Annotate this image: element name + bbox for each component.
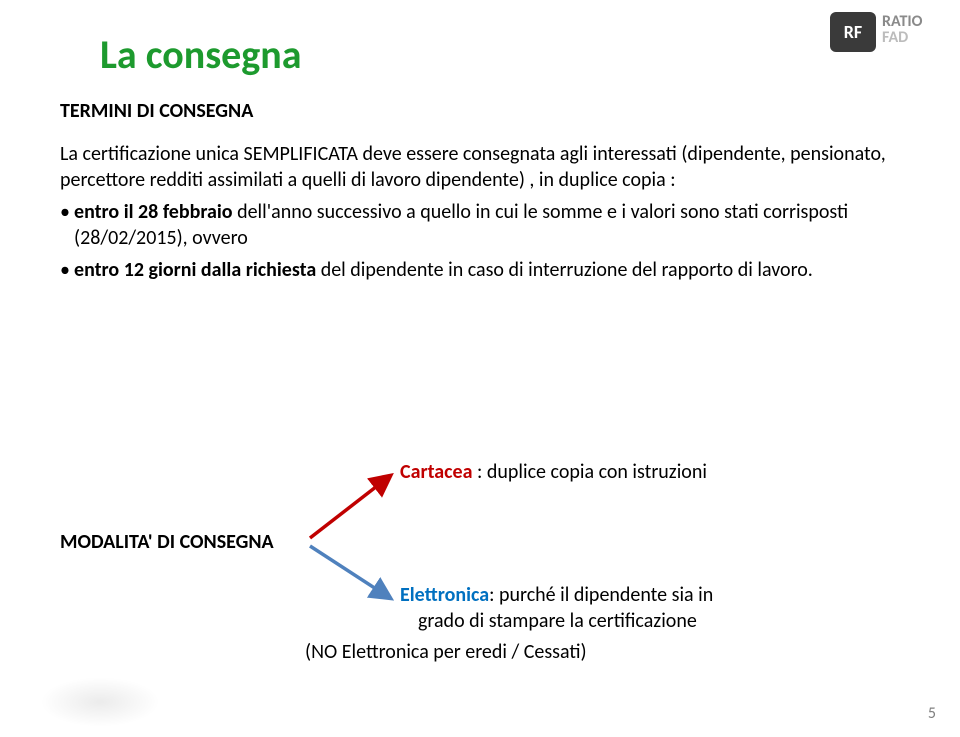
logo: RF RATIO FAD <box>830 10 940 58</box>
logo-text: RATIO FAD <box>882 14 922 46</box>
intro-paragraph: La certificazione unica SEMPLIFICATA dev… <box>60 141 900 193</box>
modalita-heading: MODALITA' DI CONSEGNA <box>60 530 274 554</box>
footer-shadow <box>40 677 160 727</box>
no-elettronica-line: (NO Elettronica per eredi / Cessati) <box>305 640 587 664</box>
logo-badge: RF <box>830 12 876 52</box>
bullet-28febbraio: entro il 28 febbraio dell'anno successiv… <box>60 199 900 251</box>
slide: RF RATIO FAD La consegna TERMINI DI CONS… <box>0 0 960 737</box>
cartacea-rest: : duplice copia con istruzioni <box>473 460 707 484</box>
page-number: 5 <box>928 704 936 723</box>
cartacea-line: Cartacea : duplice copia con istruzioni <box>400 460 707 484</box>
elettronica-rest1: : purché il dipendente sia in <box>489 583 713 607</box>
bullet-rest-2: del dipendente in caso di interruzione d… <box>316 258 813 282</box>
page-title: La consegna <box>100 30 900 79</box>
arrow-blue <box>310 546 390 598</box>
cartacea-label: Cartacea <box>400 460 473 484</box>
arrow-red <box>310 476 390 538</box>
bullet-12giorni: entro 12 giorni dalla richiesta del dipe… <box>60 257 900 283</box>
elettronica-rest2: grado di stampare la certificazione <box>400 608 713 634</box>
subheading-termini: TERMINI DI CONSEGNA <box>60 99 900 123</box>
bullet-lead-2: entro 12 giorni dalla richiesta <box>74 258 316 282</box>
logo-fad: FAD <box>882 30 922 46</box>
bullet-lead-1: entro il 28 febbraio <box>74 200 233 224</box>
elettronica-block: Elettronica: purché il dipendente sia in… <box>400 582 713 634</box>
elettronica-label: Elettronica <box>400 583 489 607</box>
